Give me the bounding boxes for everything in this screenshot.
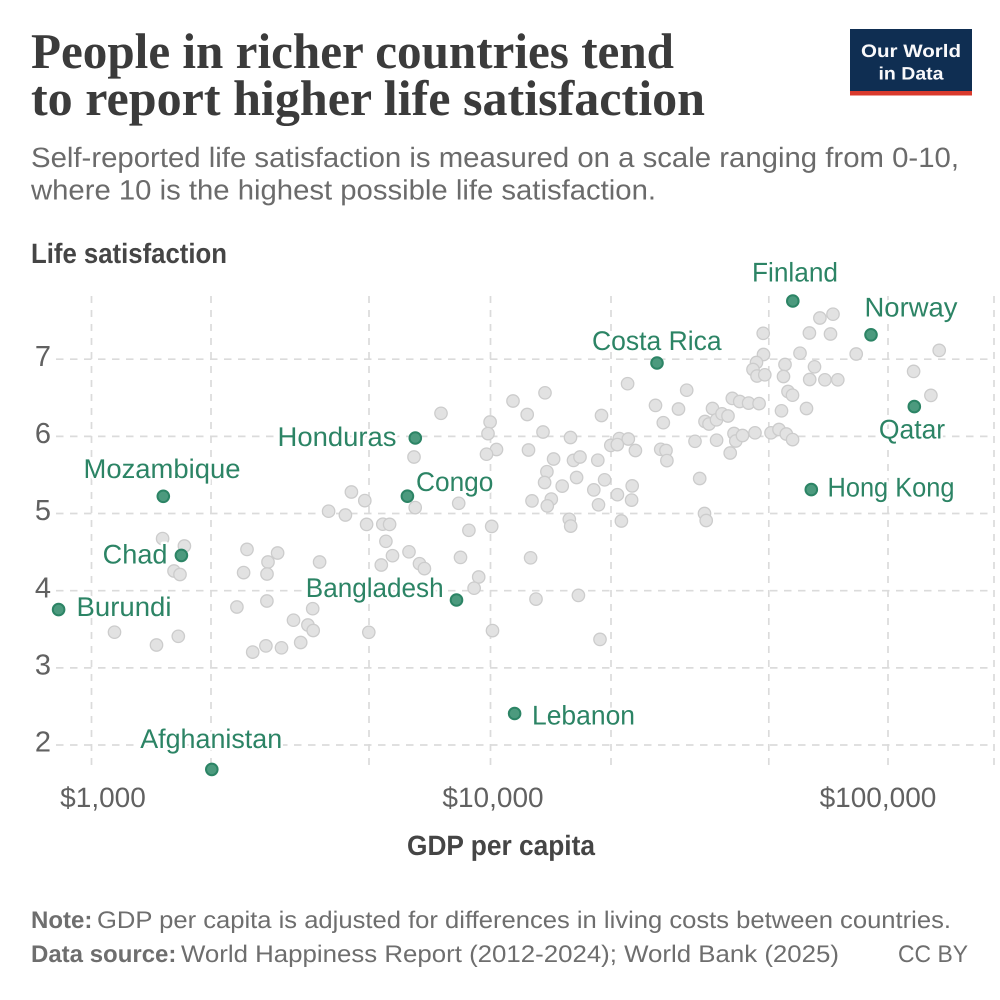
- svg-text:Norway: Norway: [865, 293, 958, 323]
- svg-text:to report higher life satisfac: to report higher life satisfaction: [31, 70, 705, 127]
- svg-text:GDP per capita is adjusted for: GDP per capita is adjusted for differenc…: [97, 907, 951, 934]
- svg-text:Hong Kong: Hong Kong: [828, 473, 955, 503]
- svg-text:Burundi: Burundi: [77, 592, 172, 622]
- svg-text:Our World: Our World: [861, 41, 961, 61]
- svg-text:$100,000: $100,000: [820, 782, 937, 813]
- svg-text:6: 6: [35, 418, 51, 450]
- svg-text:2: 2: [35, 727, 51, 759]
- svg-text:People in richer countries ten: People in richer countries tend: [31, 23, 674, 79]
- svg-text:$1,000: $1,000: [60, 782, 146, 813]
- svg-text:CC BY: CC BY: [898, 941, 968, 968]
- svg-text:Costa Rica: Costa Rica: [592, 326, 723, 356]
- svg-text:Bangladesh: Bangladesh: [306, 573, 444, 603]
- svg-text:3: 3: [35, 650, 51, 682]
- svg-text:Mozambique: Mozambique: [84, 454, 241, 484]
- svg-text:where 10 is the highest possib: where 10 is the highest possible life sa…: [30, 175, 656, 206]
- svg-text:Data source:: Data source:: [31, 941, 176, 968]
- svg-text:World Happiness Report (2012-2: World Happiness Report (2012-2024); Worl…: [181, 941, 839, 968]
- svg-text:4: 4: [35, 572, 51, 604]
- svg-text:in Data: in Data: [879, 64, 945, 84]
- svg-text:$10,000: $10,000: [442, 782, 543, 813]
- svg-text:7: 7: [35, 341, 51, 373]
- svg-text:GDP per capita: GDP per capita: [407, 830, 595, 861]
- svg-text:Honduras: Honduras: [278, 422, 397, 452]
- svg-text:Lebanon: Lebanon: [532, 700, 635, 730]
- svg-text:5: 5: [35, 495, 51, 527]
- svg-text:Chad: Chad: [103, 539, 168, 569]
- svg-text:Qatar: Qatar: [879, 415, 945, 445]
- svg-text:Finland: Finland: [752, 258, 838, 288]
- svg-text:Life satisfaction: Life satisfaction: [31, 238, 227, 269]
- svg-text:Note:: Note:: [31, 907, 92, 934]
- svg-text:Congo: Congo: [416, 467, 493, 497]
- svg-text:Self-reported life satisfactio: Self-reported life satisfaction is measu…: [31, 142, 959, 173]
- svg-text:Afghanistan: Afghanistan: [140, 724, 282, 754]
